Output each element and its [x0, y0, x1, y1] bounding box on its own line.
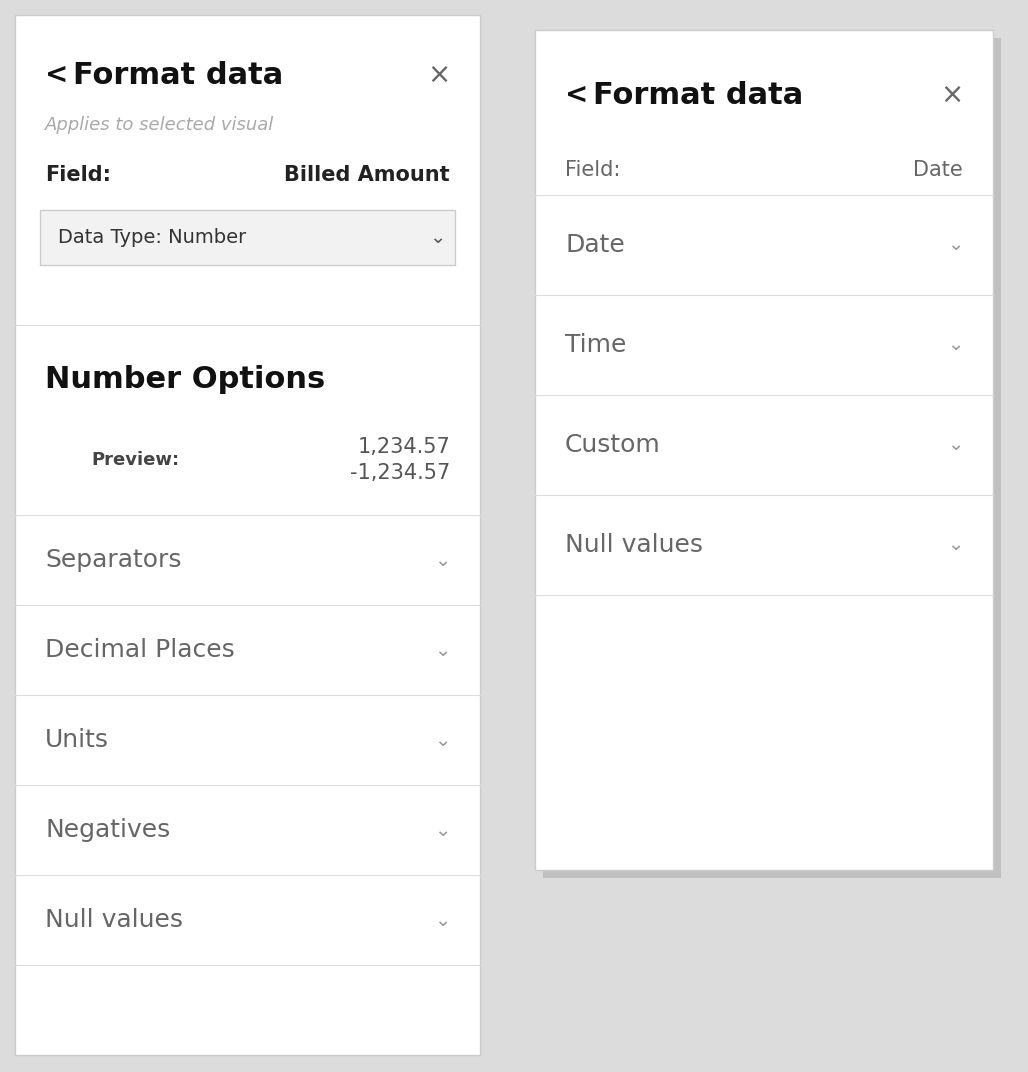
Text: <: <: [565, 81, 588, 109]
Text: ⌄: ⌄: [947, 336, 963, 355]
Text: ⌄: ⌄: [434, 820, 450, 839]
Text: Custom: Custom: [565, 433, 661, 457]
Text: -1,234.57: -1,234.57: [350, 463, 450, 483]
Text: ⌄: ⌄: [429, 228, 445, 247]
Text: Format data: Format data: [73, 60, 284, 89]
Text: Data Type: Number: Data Type: Number: [58, 228, 247, 247]
Text: ⌄: ⌄: [434, 910, 450, 929]
Text: ⌄: ⌄: [947, 435, 963, 455]
Text: Decimal Places: Decimal Places: [45, 638, 234, 662]
Text: Units: Units: [45, 728, 109, 751]
Text: Preview:: Preview:: [90, 451, 179, 470]
Text: Number Options: Number Options: [45, 366, 325, 394]
Text: Null values: Null values: [45, 908, 183, 932]
Text: Time: Time: [565, 333, 626, 357]
Text: 1,234.57: 1,234.57: [358, 437, 450, 457]
Text: ×: ×: [940, 81, 963, 109]
Bar: [535, 30, 993, 870]
Text: Separators: Separators: [45, 548, 182, 572]
Bar: [15, 15, 480, 1055]
Text: <: <: [45, 61, 69, 89]
Bar: [40, 210, 455, 265]
Text: ×: ×: [427, 61, 450, 89]
Text: Field:: Field:: [45, 165, 111, 185]
Text: Date: Date: [913, 160, 963, 180]
Bar: [543, 38, 1001, 878]
Text: Format data: Format data: [593, 80, 803, 109]
Text: Billed Amount: Billed Amount: [285, 165, 450, 185]
Text: Null values: Null values: [565, 533, 703, 557]
Text: Field:: Field:: [565, 160, 620, 180]
Text: ⌄: ⌄: [947, 236, 963, 254]
Text: Negatives: Negatives: [45, 818, 171, 842]
Text: ⌄: ⌄: [947, 536, 963, 554]
Text: Applies to selected visual: Applies to selected visual: [45, 116, 274, 134]
Text: ⌄: ⌄: [434, 730, 450, 749]
Text: ⌄: ⌄: [434, 551, 450, 569]
Text: ⌄: ⌄: [434, 640, 450, 659]
Text: Date: Date: [565, 233, 625, 257]
